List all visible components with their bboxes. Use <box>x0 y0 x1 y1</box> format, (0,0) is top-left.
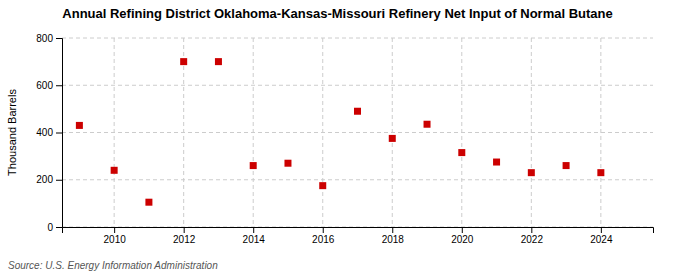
x-tick-label: 2010 <box>104 234 127 245</box>
y-tick-mark <box>56 180 62 181</box>
point <box>111 167 118 174</box>
x-axis-line <box>63 228 654 234</box>
x-tick-label: 2018 <box>382 234 405 245</box>
point <box>180 58 187 65</box>
x-tick-label: 2014 <box>243 234 266 245</box>
point <box>145 199 152 206</box>
x-tick: 2018 <box>382 227 405 245</box>
x-axis: 2010 2012 2014 2016 2018 2020 2022 2024 <box>63 227 654 245</box>
y-tick-label: 400 <box>36 127 53 138</box>
y-tick: 600 <box>36 80 62 91</box>
point <box>493 159 500 166</box>
y-tick-label: 600 <box>36 80 53 91</box>
point <box>389 135 396 142</box>
x-tick: 2022 <box>521 227 544 245</box>
point <box>76 122 83 129</box>
y-axis-line <box>56 39 63 228</box>
y-axis: 0 200 400 600 800 <box>36 33 62 233</box>
y-tick: 200 <box>36 174 62 185</box>
x-tick-label: 2024 <box>590 234 613 245</box>
y-tick-mark <box>56 38 62 39</box>
plot-area: 2010 2012 2014 2016 2018 2020 2022 2024 0 200 400 6… <box>36 33 653 245</box>
x-tick: 2012 <box>173 227 196 245</box>
x-tick-label: 2012 <box>173 234 196 245</box>
x-tick-label: 2020 <box>451 234 474 245</box>
y-tick-mark <box>56 227 62 228</box>
point <box>563 162 570 169</box>
title: Annual Refining District Oklahoma-Kansas… <box>62 6 612 21</box>
y-tick-mark <box>56 85 62 86</box>
chart: Annual Refining District Oklahoma-Kansas… <box>0 0 675 275</box>
point <box>319 182 326 189</box>
point <box>250 162 257 169</box>
x-tick-mark <box>601 227 602 233</box>
points <box>76 58 604 206</box>
y-axis-label: Thousand Barrels <box>6 89 18 176</box>
x-tick: 2020 <box>451 227 474 245</box>
x-tick-mark <box>114 227 115 233</box>
x-tick-mark <box>392 227 393 233</box>
point <box>354 108 361 115</box>
point <box>424 121 431 128</box>
y-tick-label: 0 <box>47 222 53 233</box>
x-tick: 2014 <box>243 227 266 245</box>
y-tick: 400 <box>36 127 62 138</box>
grid <box>62 38 653 227</box>
x-tick-mark <box>462 227 463 233</box>
y-tick-label: 200 <box>36 174 53 185</box>
point <box>284 160 291 167</box>
point <box>215 58 222 65</box>
x-tick-label: 2016 <box>312 234 335 245</box>
x-tick-mark <box>323 227 324 233</box>
point <box>528 169 535 176</box>
x-tick-label: 2022 <box>521 234 544 245</box>
grid-line-y <box>62 85 653 86</box>
x-tick-mark <box>531 227 532 233</box>
y-tick-mark <box>56 133 62 134</box>
y-tick: 800 <box>36 33 62 44</box>
x-tick: 2024 <box>590 227 613 245</box>
x-tick: 2010 <box>104 227 127 245</box>
y-tick-label: 800 <box>36 33 53 44</box>
grid-line-y <box>62 179 653 180</box>
source-note: Source: U.S. Energy Information Administ… <box>8 260 218 271</box>
point <box>597 169 604 176</box>
point <box>458 149 465 156</box>
x-tick-mark <box>184 227 185 233</box>
x-tick-mark <box>253 227 254 233</box>
grid-line-y <box>62 38 653 39</box>
x-tick: 2016 <box>312 227 335 245</box>
y-tick: 0 <box>47 222 62 233</box>
grid-line-y <box>62 132 653 133</box>
